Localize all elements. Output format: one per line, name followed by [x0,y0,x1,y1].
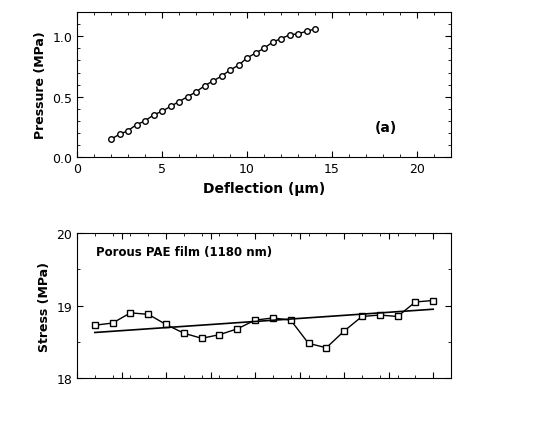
Text: (a): (a) [375,120,397,134]
Text: Porous PAE film (1180 nm): Porous PAE film (1180 nm) [96,245,272,258]
Y-axis label: Stress (MPa): Stress (MPa) [38,261,51,351]
Y-axis label: Pressure (MPa): Pressure (MPa) [34,32,47,139]
X-axis label: Deflection (μm): Deflection (μm) [203,181,325,195]
